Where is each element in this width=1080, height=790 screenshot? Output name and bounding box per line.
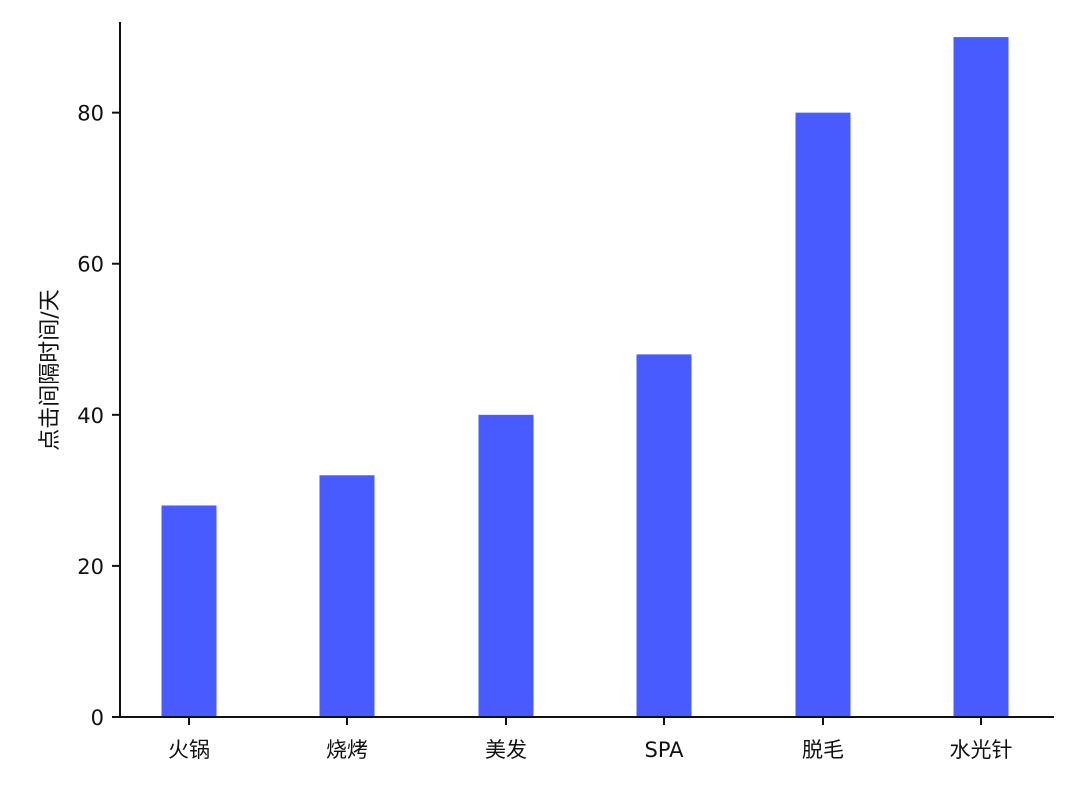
bars-layer bbox=[161, 37, 1009, 718]
x-tick-label-2: 美发 bbox=[485, 738, 527, 762]
bar-5 bbox=[953, 37, 1009, 717]
y-tick-label-2: 40 bbox=[77, 404, 104, 428]
x-tick-label-4: 脱毛 bbox=[802, 738, 844, 762]
x-tick-label-1: 烧烤 bbox=[326, 738, 368, 762]
bar-4 bbox=[795, 112, 851, 718]
x-tick-label-3: SPA bbox=[644, 738, 684, 762]
bar-1 bbox=[319, 475, 375, 717]
y-tick-label-4: 80 bbox=[77, 102, 104, 126]
axes-layer bbox=[119, 22, 1054, 718]
y-tick-label-0: 0 bbox=[91, 706, 104, 730]
y-axis-title: 点击间隔时间/天 bbox=[38, 289, 63, 450]
bar-2 bbox=[478, 414, 534, 717]
y-tick-label-1: 20 bbox=[77, 555, 104, 579]
x-tick-label-5: 水光针 bbox=[950, 738, 1013, 762]
x-tick-label-0: 火锅 bbox=[168, 738, 210, 762]
ticks-layer: 火锅 烧烤 美发 SPA 脱毛 水光针 0 20 40 60 80 bbox=[77, 102, 1012, 762]
bar-3 bbox=[636, 354, 692, 717]
bar-0 bbox=[161, 505, 217, 717]
y-tick-label-3: 60 bbox=[77, 253, 104, 277]
